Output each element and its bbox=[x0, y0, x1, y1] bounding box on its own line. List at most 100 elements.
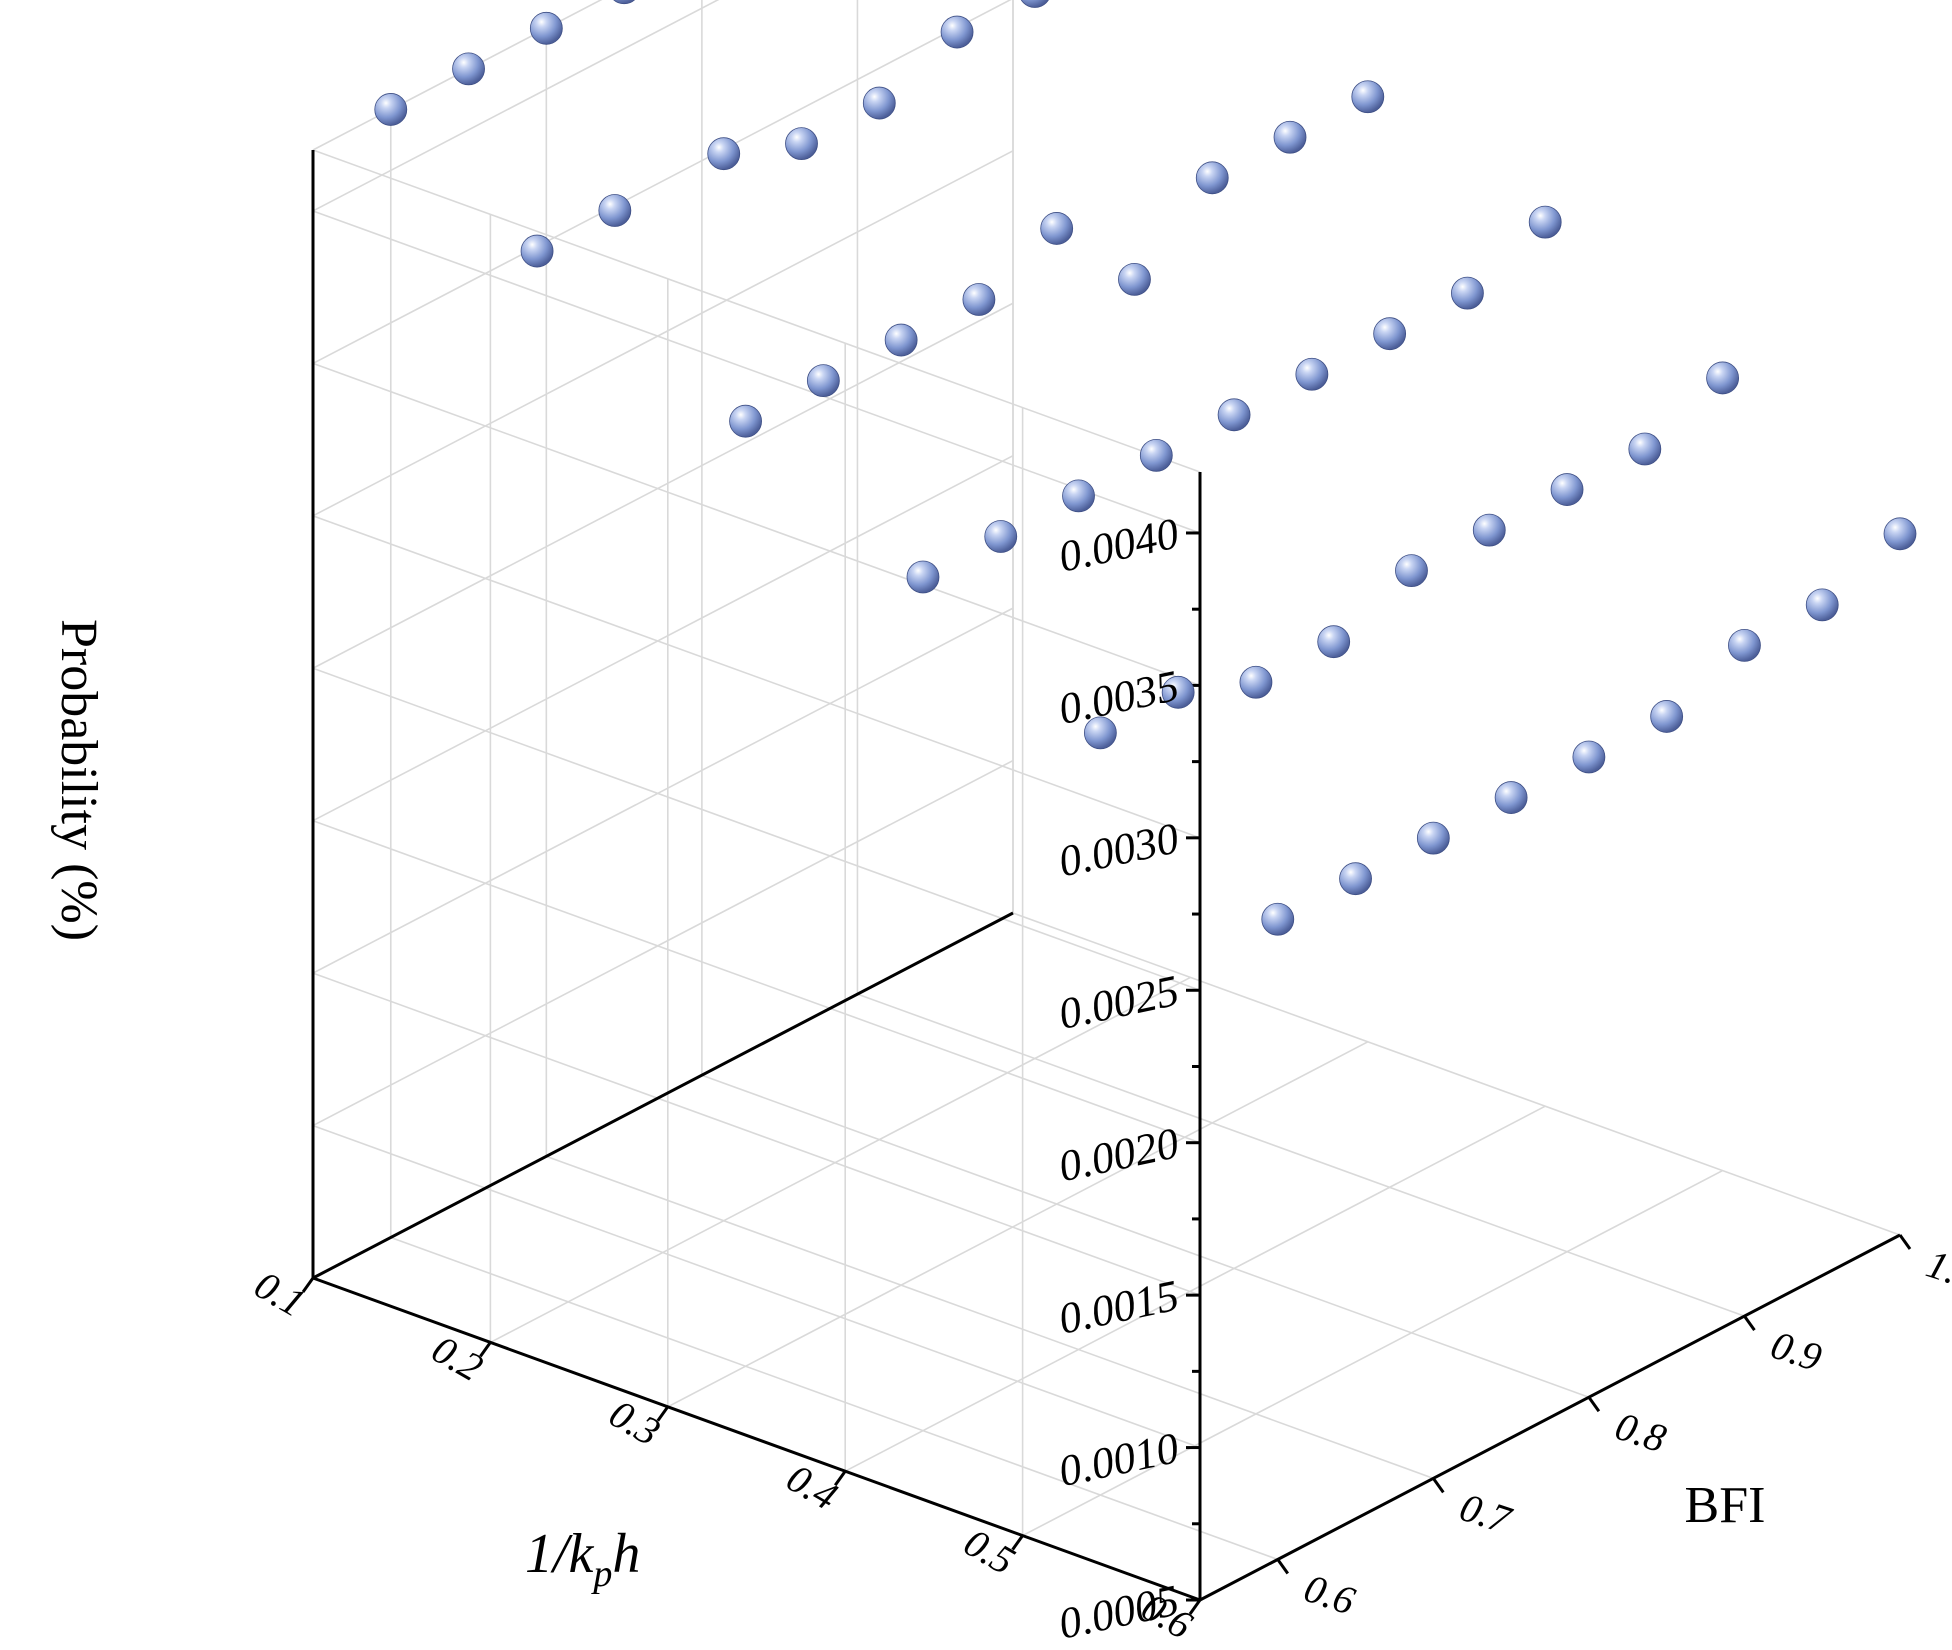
wall-top-edge-right bbox=[312, 0, 603, 151]
x-axis-tick bbox=[479, 1341, 492, 1358]
axis-layer bbox=[301, 472, 1912, 1615]
data-point-sphere bbox=[1706, 361, 1739, 395]
y-axis-tick-label: 1.0 bbox=[1921, 1241, 1952, 1299]
grid-line-z-wall-left bbox=[312, 972, 1201, 1296]
data-point-sphere bbox=[374, 93, 408, 126]
data-point-sphere bbox=[1628, 432, 1662, 466]
x-axis-tick-label: 0.2 bbox=[425, 1326, 491, 1390]
z-axis-tick-label: 0.0025 bbox=[1054, 966, 1183, 1039]
data-point-sphere bbox=[1472, 513, 1506, 547]
data-point-sphere bbox=[1351, 80, 1385, 114]
data-point-sphere bbox=[1062, 479, 1095, 513]
x-axis-tick-label: 0.4 bbox=[779, 1455, 845, 1519]
data-point-sphere bbox=[1217, 398, 1251, 432]
data-point-sphere bbox=[1020, 0, 1049, 8]
x-axis-tick bbox=[833, 1470, 847, 1487]
grid-line-z-wall-right bbox=[312, 759, 1014, 1127]
z-axis-tick-label: 0.0020 bbox=[1054, 1118, 1183, 1191]
y-axis-line bbox=[1199, 1233, 1901, 1602]
grid-line-x-floor bbox=[1022, 1169, 1723, 1537]
x-axis-tick-label: 0.3 bbox=[602, 1391, 668, 1455]
data-point-sphere bbox=[1040, 212, 1074, 245]
x-axis-tick bbox=[656, 1405, 670, 1422]
y-axis-tick bbox=[1432, 1477, 1445, 1494]
grid-line-z-wall-right bbox=[312, 607, 1014, 974]
data-point-sphere bbox=[1239, 665, 1273, 699]
grid-line-y-floor bbox=[857, 993, 1745, 1317]
z-axis-tick-label: 0.0030 bbox=[1054, 813, 1183, 886]
data-point-sphere bbox=[1550, 473, 1584, 506]
x-axis-tick bbox=[1011, 1534, 1024, 1551]
data-point-sphere bbox=[785, 127, 818, 161]
grid-line-z-wall-right bbox=[312, 0, 720, 212]
data-point-sphere bbox=[1195, 161, 1229, 195]
grid-line-z-wall-left bbox=[312, 819, 1201, 1144]
data-point-sphere bbox=[940, 15, 974, 49]
x-axis-title-suffix: h bbox=[612, 1523, 640, 1585]
data-point-sphere bbox=[1295, 357, 1329, 391]
grid-line-z-wall-left bbox=[312, 667, 1201, 992]
data-point-sphere bbox=[1373, 317, 1407, 351]
grid-line-z-wall-left bbox=[312, 362, 1201, 687]
y-axis-tick-label: 0.7 bbox=[1455, 1484, 1518, 1543]
grid-line-z-wall-right bbox=[312, 454, 1014, 822]
grid-line-y-floor bbox=[546, 1155, 1434, 1480]
x-axis-tick-label: 0.1 bbox=[247, 1262, 313, 1326]
x-axis-title-subscript: p bbox=[590, 1553, 612, 1595]
data-point-sphere bbox=[1139, 438, 1173, 472]
y-axis-tick-label: 0.9 bbox=[1766, 1322, 1827, 1380]
data-point-sphere bbox=[1451, 276, 1484, 310]
grid-line-y-floor bbox=[390, 1236, 1279, 1561]
x-axis-title: 1/kph bbox=[525, 1523, 640, 1595]
wall-top-edge-left bbox=[312, 149, 1201, 473]
data-point-sphere bbox=[1317, 625, 1351, 659]
grid-line-x-floor bbox=[667, 1041, 1369, 1408]
z-axis-tick-label: 0.0015 bbox=[1054, 1271, 1183, 1344]
data-point-sphere bbox=[906, 560, 940, 594]
data-point-sphere bbox=[1572, 740, 1606, 774]
x-axis-tick-label: 0.5 bbox=[957, 1519, 1023, 1583]
x-axis-tick bbox=[301, 1277, 315, 1293]
data-point-sphere bbox=[806, 364, 840, 398]
data-point-sphere bbox=[1395, 554, 1428, 588]
data-point-sphere bbox=[1883, 517, 1917, 551]
grid-line-x-floor bbox=[490, 976, 1191, 1344]
data-point-sphere bbox=[1650, 700, 1684, 733]
data-point-sphere bbox=[962, 283, 996, 316]
grid-line-z-wall-right bbox=[312, 0, 1012, 365]
data-point-sphere bbox=[1118, 262, 1151, 296]
x-axis-tick bbox=[1188, 1599, 1202, 1615]
data-point-sphere bbox=[1273, 120, 1307, 154]
data-point-sphere bbox=[1339, 862, 1372, 896]
y-axis-tick bbox=[1743, 1315, 1756, 1331]
y-axis-tick-label: 0.8 bbox=[1610, 1403, 1671, 1461]
data-point-sphere bbox=[1083, 716, 1117, 750]
x-axis-line bbox=[312, 1276, 1201, 1602]
y-axis-title: BFI bbox=[1685, 1477, 1766, 1534]
data-point-sphere bbox=[1494, 781, 1528, 814]
grid-line-z-wall-left bbox=[312, 1124, 1201, 1449]
data-point-sphere bbox=[613, 0, 636, 5]
data-point-sphere bbox=[1728, 629, 1761, 662]
data-point-sphere bbox=[452, 52, 485, 86]
z-axis-tick-label: 0.0035 bbox=[1054, 661, 1183, 734]
grid-line-x-floor bbox=[844, 1105, 1546, 1472]
y-axis-tick bbox=[1898, 1234, 1912, 1250]
data-point-sphere bbox=[1261, 902, 1295, 936]
grid-line-y-floor bbox=[1012, 912, 1901, 1236]
data-point-sphere bbox=[598, 194, 632, 227]
grid-line-z-wall-right bbox=[312, 150, 1014, 517]
y-axis-tick bbox=[1276, 1558, 1289, 1575]
data-point-sphere bbox=[729, 404, 762, 438]
z-axis-tick-label: 0.0040 bbox=[1054, 509, 1183, 582]
data-point-sphere bbox=[529, 11, 563, 45]
data-point-sphere bbox=[884, 323, 918, 357]
data-point-sphere bbox=[1161, 675, 1195, 709]
data-point-sphere bbox=[862, 86, 896, 120]
z-axis-title: Probability (%) bbox=[50, 619, 107, 941]
grid-line-z-wall-right bbox=[312, 302, 1014, 669]
data-point-sphere bbox=[520, 234, 554, 268]
grid-line-z-wall-left bbox=[312, 210, 1201, 534]
